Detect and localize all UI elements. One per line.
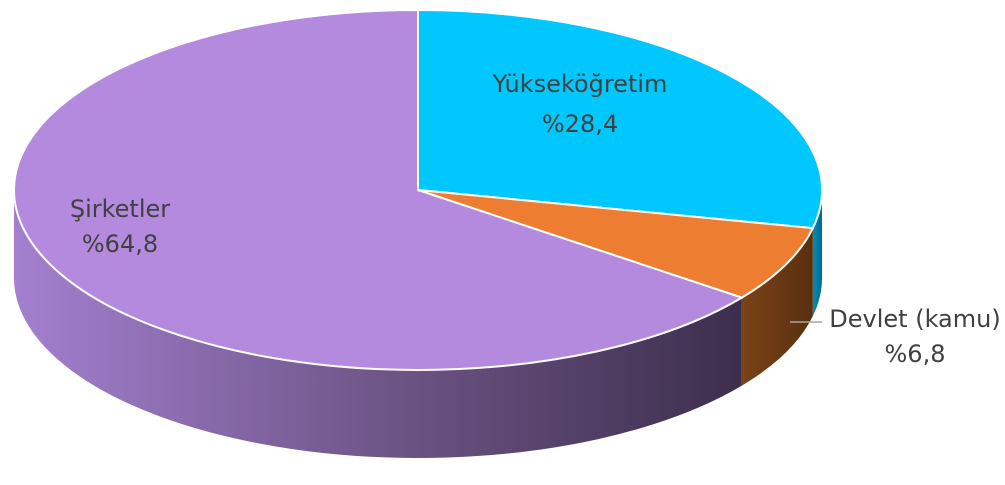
slice-value: %64,8 (82, 230, 158, 258)
slice-label: Yükseköğretim (492, 70, 668, 98)
slice-side (14, 190, 742, 458)
slice-label: Devlet (kamu) (829, 305, 1000, 333)
slice-side (741, 228, 813, 386)
slice (13, 8, 745, 371)
slice-side (812, 190, 822, 317)
pie-tops (13, 8, 823, 371)
slice-label: Şirketler (70, 195, 170, 223)
slice (417, 8, 823, 230)
slice (417, 189, 815, 299)
slice-value: %28,4 (542, 110, 618, 138)
labels: Yükseköğretim %28,4 Devlet (kamu) %6,8 Şirke… (70, 70, 1001, 368)
slice-value: %6,8 (885, 340, 946, 368)
pie-sides (14, 190, 822, 458)
